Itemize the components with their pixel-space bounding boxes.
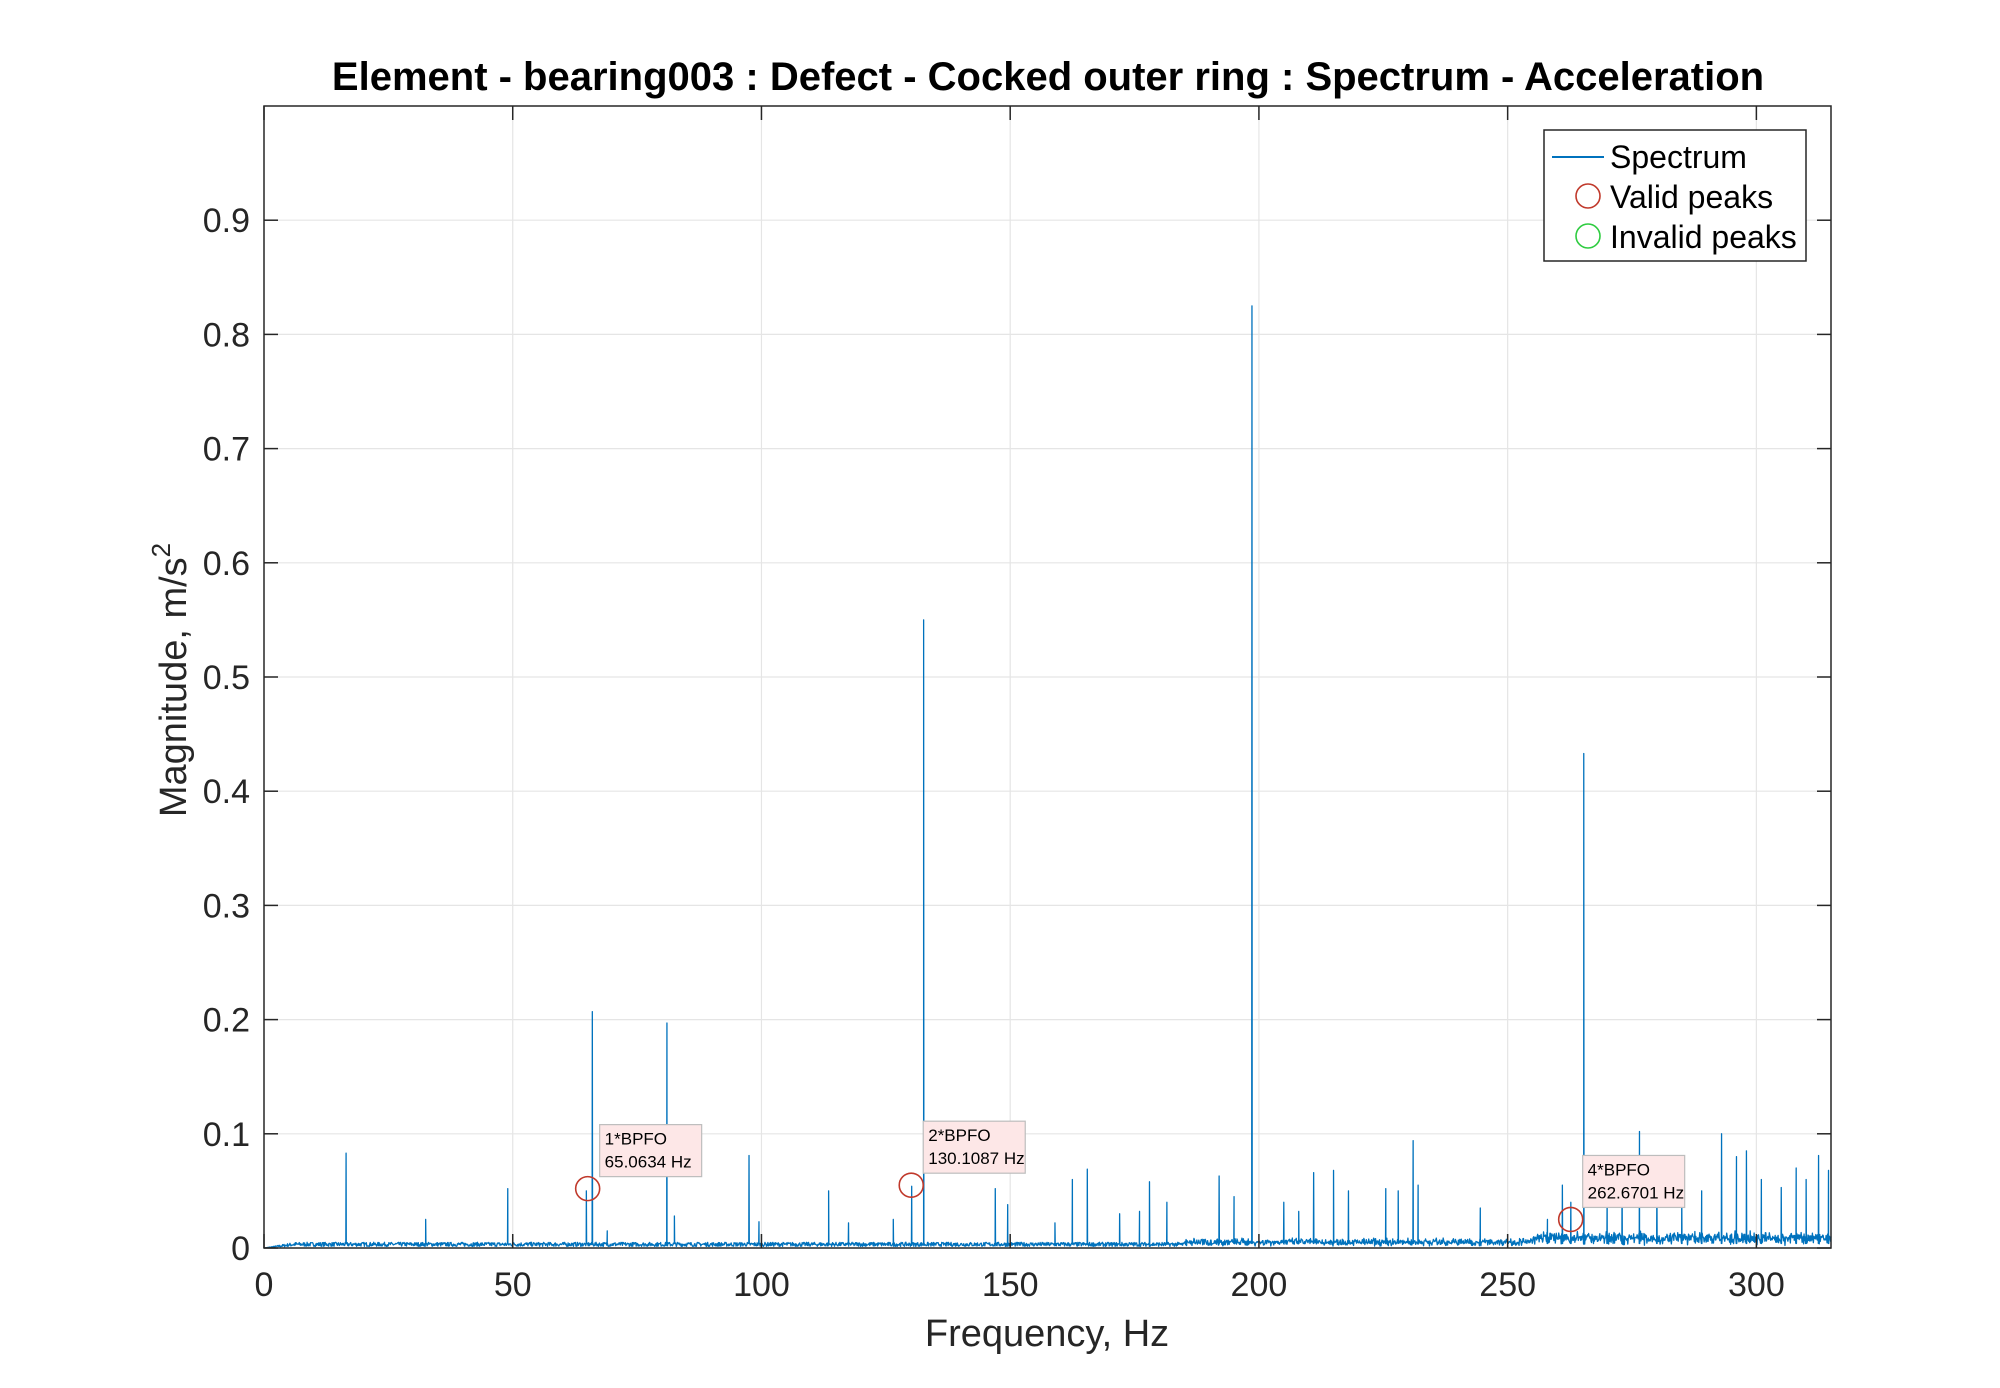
legend-invalid-label: Invalid peaks bbox=[1610, 219, 1797, 255]
grid-lines bbox=[264, 106, 1831, 1248]
y-tick-label: 0.1 bbox=[203, 1116, 250, 1154]
x-tick-label: 0 bbox=[255, 1266, 274, 1304]
peak-annotation-box bbox=[599, 1124, 703, 1178]
legend-box bbox=[1543, 129, 1807, 262]
peak-annotation-box bbox=[1582, 1154, 1686, 1209]
x-tick-label: 200 bbox=[1231, 1266, 1288, 1304]
y-tick-label: 0 bbox=[231, 1230, 250, 1268]
y-tick-label: 0.9 bbox=[203, 202, 250, 240]
y-axis-title-main: Magnitude, m/s bbox=[153, 557, 195, 817]
legend-valid-label: Valid peaks bbox=[1610, 179, 1773, 215]
valid-peak-marker bbox=[1557, 1206, 1584, 1233]
peak-annotation-order: 1*BPFO bbox=[605, 1130, 667, 1149]
y-tick-label: 0.3 bbox=[203, 887, 250, 925]
legend-invalid-swatch bbox=[1575, 223, 1601, 249]
y-axis-title: Magnitude, m/s2 bbox=[146, 543, 195, 817]
x-axis-title: Frequency, Hz bbox=[925, 1313, 1169, 1355]
x-tick-label: 250 bbox=[1479, 1266, 1536, 1304]
peak-annotation-frequency: 65.0634 Hz bbox=[605, 1153, 692, 1172]
peak-annotation-frequency: 130.1087 Hz bbox=[928, 1149, 1024, 1168]
y-tick-label: 0.6 bbox=[203, 545, 250, 583]
x-tick-label: 150 bbox=[982, 1266, 1039, 1304]
peak-annotations: 1*BPFO 65.0634 Hz 2*BPFO 130.1087 Hz 4*BPFO 2… bbox=[599, 1120, 1686, 1209]
legend-spectrum-label: Spectrum bbox=[1610, 139, 1747, 175]
spectrum-series bbox=[263, 305, 1832, 1249]
peak-annotation-frequency: 262.6701 Hz bbox=[1588, 1183, 1684, 1202]
y-tick-label: 0.5 bbox=[203, 659, 250, 697]
peak-annotation-order: 4*BPFO bbox=[1588, 1160, 1650, 1179]
y-tick-label: 0.8 bbox=[203, 316, 250, 354]
y-tick-label: 0.2 bbox=[203, 1002, 250, 1040]
spectrum-line bbox=[263, 305, 1832, 1249]
valid-peak-marker bbox=[898, 1172, 925, 1198]
valid-peak-marker bbox=[574, 1175, 601, 1202]
x-tick-label: 300 bbox=[1728, 1266, 1785, 1304]
y-tick-label: 0.4 bbox=[203, 773, 250, 811]
legend-valid-swatch bbox=[1575, 183, 1601, 209]
peak-annotation-box bbox=[922, 1120, 1026, 1174]
y-tick-label: 0.7 bbox=[203, 431, 250, 469]
x-tick-label: 100 bbox=[733, 1266, 790, 1304]
peak-annotation-order: 2*BPFO bbox=[928, 1126, 990, 1145]
y-axis-title-superscript: 2 bbox=[146, 543, 176, 557]
valid-peak-markers bbox=[574, 1172, 1584, 1233]
legend: Spectrum Valid peaks Invalid peaks bbox=[1543, 129, 1807, 262]
axis-ticks: 0 50 100 150 200 250 300 0 0.1 0.2 0.3 0.4 0.5 0.6 0.7… bbox=[203, 106, 1831, 1304]
chart-title: Element - bearing003 : Defect - Cocked o… bbox=[332, 55, 1764, 99]
x-tick-label: 50 bbox=[494, 1266, 532, 1304]
